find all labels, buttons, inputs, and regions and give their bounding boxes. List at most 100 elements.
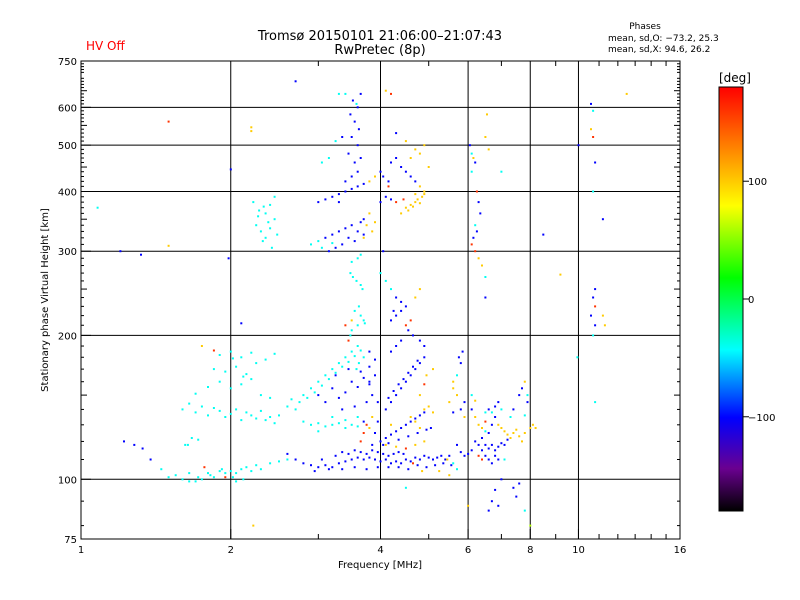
data-point xyxy=(350,380,353,383)
data-point xyxy=(395,296,398,299)
data-point xyxy=(432,411,434,414)
data-point xyxy=(592,136,595,138)
data-point xyxy=(521,387,523,390)
data-point xyxy=(407,468,410,471)
data-point xyxy=(382,452,385,455)
data-point xyxy=(341,468,344,471)
data-point xyxy=(448,454,451,457)
data-point xyxy=(337,230,340,233)
data-point xyxy=(294,458,297,461)
data-point xyxy=(359,314,362,317)
data-point xyxy=(229,387,232,390)
data-point xyxy=(390,161,392,164)
data-point xyxy=(423,440,426,443)
data-point xyxy=(184,443,187,446)
data-point xyxy=(481,458,483,461)
data-point xyxy=(359,349,362,352)
data-point xyxy=(368,427,371,429)
data-point xyxy=(404,324,407,327)
data-point xyxy=(302,462,305,465)
data-point xyxy=(459,362,462,365)
data-point xyxy=(365,224,368,227)
data-point xyxy=(200,345,203,347)
data-point xyxy=(356,185,359,188)
data-point xyxy=(374,458,376,461)
data-point xyxy=(427,166,430,168)
data-point xyxy=(267,221,270,224)
data-point xyxy=(418,362,421,365)
data-point xyxy=(255,464,258,467)
data-point xyxy=(490,462,493,465)
data-point xyxy=(402,452,405,455)
data-point xyxy=(526,401,529,404)
data-point xyxy=(350,175,353,178)
x-axis-label: Frequency [MHz] xyxy=(338,560,422,571)
data-point xyxy=(240,356,243,359)
data-point xyxy=(344,180,347,183)
data-point xyxy=(317,466,320,469)
data-point xyxy=(440,454,443,457)
data-point xyxy=(518,394,521,397)
data-point xyxy=(425,466,428,469)
data-point xyxy=(523,380,526,383)
data-point xyxy=(270,246,273,249)
data-point xyxy=(592,190,595,193)
data-point xyxy=(481,449,483,452)
data-point xyxy=(294,408,297,411)
data-point xyxy=(601,218,604,221)
data-point xyxy=(317,394,320,397)
data-point xyxy=(409,374,412,377)
data-point xyxy=(264,358,267,361)
data-point xyxy=(362,233,365,236)
data-point xyxy=(356,106,359,109)
data-point xyxy=(402,198,405,201)
data-point xyxy=(371,230,374,233)
data-point xyxy=(278,460,280,463)
data-point xyxy=(207,386,209,388)
data-point xyxy=(601,314,604,317)
data-point xyxy=(376,451,379,454)
chart-title-line2: RwPretec (8p) xyxy=(334,43,425,58)
data-point xyxy=(269,462,272,465)
data-point xyxy=(390,288,392,291)
data-point xyxy=(368,380,371,383)
data-point xyxy=(365,468,368,471)
data-point xyxy=(218,354,221,356)
data-point xyxy=(212,407,215,409)
data-point xyxy=(400,427,403,429)
data-point xyxy=(218,380,221,383)
data-point xyxy=(497,504,500,507)
data-point xyxy=(359,92,362,95)
data-point xyxy=(503,458,506,461)
data-point xyxy=(240,383,243,386)
data-point xyxy=(500,170,503,173)
data-point xyxy=(418,427,421,429)
data-point xyxy=(259,230,262,233)
data-point xyxy=(361,288,364,291)
data-point xyxy=(494,405,497,408)
data-point xyxy=(224,370,227,373)
data-point xyxy=(359,284,362,286)
data-point xyxy=(497,458,500,461)
data-point xyxy=(362,432,365,434)
data-point xyxy=(442,462,445,465)
data-point xyxy=(450,464,453,467)
data-point xyxy=(484,276,487,278)
data-point xyxy=(497,445,500,448)
data-point xyxy=(392,390,395,392)
data-point xyxy=(252,524,255,527)
data-point xyxy=(503,443,506,446)
data-point xyxy=(194,392,197,395)
data-point xyxy=(412,365,414,368)
data-point xyxy=(436,456,439,459)
data-point xyxy=(404,206,407,209)
data-point xyxy=(376,420,379,423)
data-point xyxy=(362,218,365,221)
data-point xyxy=(347,152,350,155)
x-tick-label: 6 xyxy=(465,545,471,556)
data-point xyxy=(356,416,359,418)
data-point xyxy=(240,419,243,422)
data-point xyxy=(327,250,330,253)
data-point xyxy=(452,387,455,390)
data-point xyxy=(414,443,417,446)
